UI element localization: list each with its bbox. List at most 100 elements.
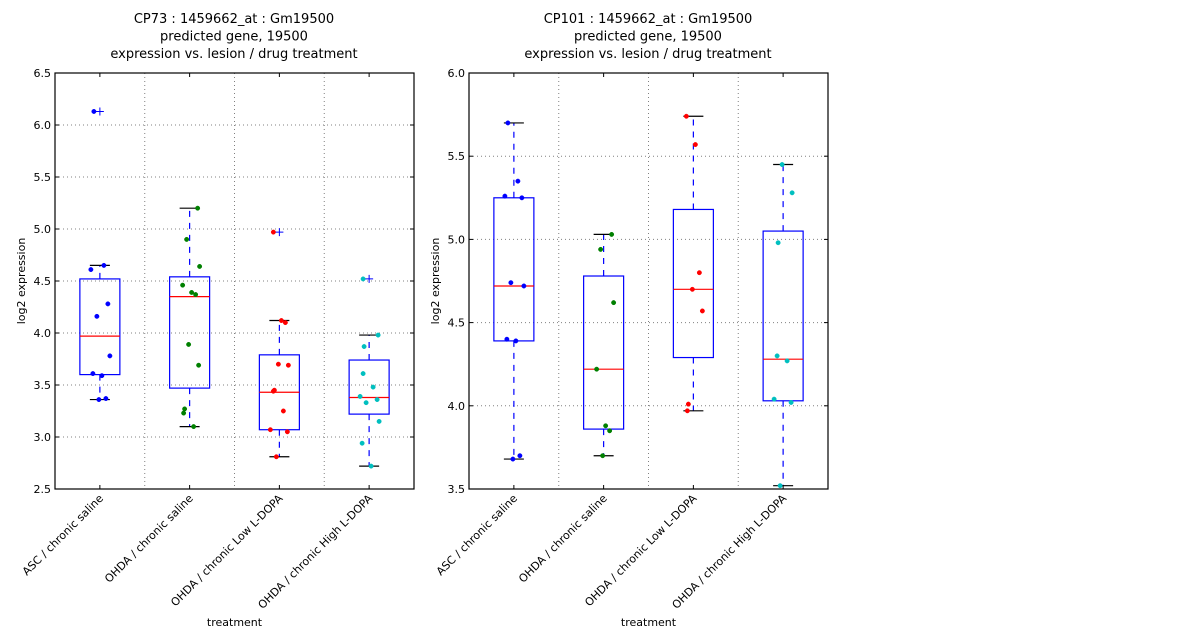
y-tick-label: 2.5 xyxy=(34,483,52,496)
data-point xyxy=(280,408,286,414)
box-3 xyxy=(258,228,300,458)
data-point xyxy=(273,454,279,460)
data-point xyxy=(684,408,690,414)
x-tick-label: OHDA / chronic saline xyxy=(516,492,610,586)
box-1 xyxy=(79,107,121,401)
data-point xyxy=(360,276,366,282)
data-point xyxy=(502,193,508,199)
axes-frame xyxy=(54,72,415,490)
data-point xyxy=(696,270,702,276)
data-point xyxy=(197,263,203,269)
y-tick-label: 5.0 xyxy=(34,223,52,236)
data-point xyxy=(598,246,604,252)
data-point xyxy=(515,178,521,184)
data-point xyxy=(376,418,382,424)
chart-cp101: CP101 : 1459662_at : Gm19500 predicted ge… xyxy=(429,12,829,629)
chart-title-line: predicted gene, 19500 xyxy=(160,30,308,45)
data-point xyxy=(186,341,192,347)
data-point xyxy=(181,410,187,416)
data-point xyxy=(603,423,609,429)
data-point xyxy=(357,393,363,399)
y-tick-label: 6.5 xyxy=(34,67,52,80)
data-point xyxy=(189,289,195,295)
data-point xyxy=(101,262,107,268)
y-tick-label: 3.0 xyxy=(34,431,52,444)
data-point xyxy=(784,358,790,364)
axes-frame xyxy=(468,72,829,490)
outlier-marker xyxy=(365,274,374,283)
data-point xyxy=(508,280,514,286)
data-point xyxy=(689,286,695,292)
data-point xyxy=(774,353,780,359)
data-point xyxy=(788,400,794,405)
iqr-box xyxy=(762,230,804,402)
data-point xyxy=(611,300,617,306)
data-point xyxy=(196,362,202,368)
data-point xyxy=(368,463,374,469)
y-tick-label: 5.0 xyxy=(448,233,466,246)
data-point xyxy=(600,453,606,459)
y-tick-label: 5.5 xyxy=(448,150,466,163)
data-point xyxy=(285,362,291,368)
box-4 xyxy=(762,163,804,487)
data-point xyxy=(284,429,290,435)
data-point xyxy=(683,113,689,119)
data-point xyxy=(685,401,691,407)
data-point xyxy=(184,236,190,242)
chart-cp73: CP73 : 1459662_at : Gm19500 predicted gen… xyxy=(15,12,415,629)
data-point xyxy=(103,396,109,401)
data-point xyxy=(771,396,777,402)
data-point xyxy=(517,453,523,459)
box-3 xyxy=(672,115,714,412)
chart-title-line: predicted gene, 19500 xyxy=(574,30,722,45)
iqr-box xyxy=(583,275,625,430)
y-tick-label: 4.5 xyxy=(448,317,466,330)
data-point xyxy=(510,456,516,462)
data-point xyxy=(505,120,511,126)
box-2 xyxy=(169,207,211,428)
data-point xyxy=(99,373,105,379)
box-2 xyxy=(583,233,625,457)
data-point xyxy=(699,308,705,314)
y-tick-label: 3.5 xyxy=(34,379,52,392)
x-tick-label: ASC / chronic saline xyxy=(434,492,520,578)
data-point xyxy=(275,361,281,367)
data-point xyxy=(361,344,367,349)
data-point xyxy=(504,336,510,342)
data-point xyxy=(777,483,783,489)
y-tick-label: 6.0 xyxy=(448,67,466,80)
data-point xyxy=(278,318,284,323)
chart-title-line: CP73 : 1459662_at : Gm19500 xyxy=(134,12,334,27)
data-point xyxy=(775,240,781,246)
y-tick-label: 4.5 xyxy=(34,275,52,288)
box-4 xyxy=(348,274,390,467)
iqr-box xyxy=(672,208,714,359)
data-point xyxy=(270,229,276,235)
box-1 xyxy=(493,122,535,460)
iqr-box xyxy=(493,197,535,342)
chart-title-line: expression vs. lesion / drug treatment xyxy=(524,47,771,62)
iqr-box xyxy=(348,359,390,415)
outlier-marker xyxy=(275,228,284,237)
iqr-box xyxy=(79,278,121,376)
chart-title-line: expression vs. lesion / drug treatment xyxy=(110,47,357,62)
data-point xyxy=(193,292,199,297)
data-point xyxy=(360,371,366,377)
data-point xyxy=(182,406,188,412)
data-point xyxy=(513,338,519,344)
y-tick-label: 6.0 xyxy=(34,119,52,132)
data-point xyxy=(105,301,111,307)
iqr-box xyxy=(169,276,211,389)
data-point xyxy=(191,424,197,430)
data-point xyxy=(519,195,525,201)
y-tick-label: 4.0 xyxy=(34,327,52,340)
y-tick-label: 5.5 xyxy=(34,171,52,184)
chart-title-line: CP101 : 1459662_at : Gm19500 xyxy=(544,12,753,27)
data-point xyxy=(88,267,94,273)
outlier-marker xyxy=(95,107,104,116)
data-point xyxy=(370,384,376,390)
x-axis-label: treatment xyxy=(207,616,263,629)
data-point xyxy=(267,427,273,433)
data-point xyxy=(359,440,365,446)
